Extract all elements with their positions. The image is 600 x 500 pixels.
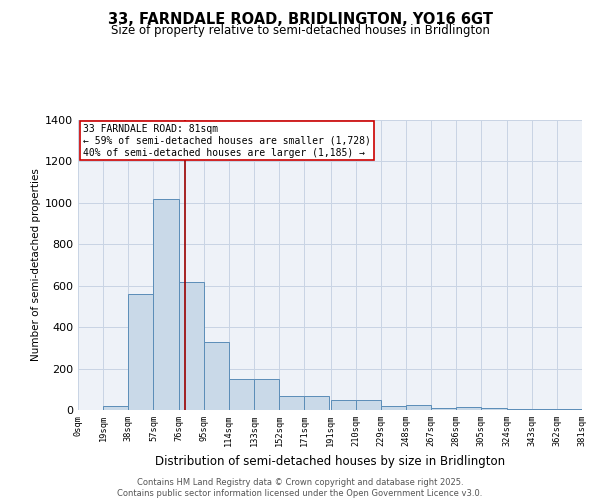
- Bar: [506, 409, 532, 410]
- Bar: [254, 379, 279, 410]
- Bar: [431, 408, 457, 410]
- Y-axis label: Number of semi-detached properties: Number of semi-detached properties: [31, 168, 41, 362]
- Bar: [128, 294, 154, 410]
- Bar: [103, 406, 128, 410]
- Bar: [406, 405, 431, 410]
- Bar: [279, 396, 304, 410]
- Bar: [381, 406, 406, 410]
- Bar: [203, 342, 229, 410]
- Bar: [304, 396, 329, 410]
- Text: 33, FARNDALE ROAD, BRIDLINGTON, YO16 6GT: 33, FARNDALE ROAD, BRIDLINGTON, YO16 6GT: [107, 12, 493, 28]
- Bar: [356, 400, 381, 410]
- Text: Contains HM Land Registry data © Crown copyright and database right 2025.
Contai: Contains HM Land Registry data © Crown c…: [118, 478, 482, 498]
- X-axis label: Distribution of semi-detached houses by size in Bridlington: Distribution of semi-detached houses by …: [155, 454, 505, 468]
- Bar: [331, 400, 356, 410]
- Bar: [229, 379, 254, 410]
- Bar: [179, 282, 203, 410]
- Bar: [457, 407, 481, 410]
- Bar: [532, 409, 557, 410]
- Text: Size of property relative to semi-detached houses in Bridlington: Size of property relative to semi-detach…: [110, 24, 490, 37]
- Text: 33 FARNDALE ROAD: 81sqm
← 59% of semi-detached houses are smaller (1,728)
40% of: 33 FARNDALE ROAD: 81sqm ← 59% of semi-de…: [83, 124, 371, 158]
- Bar: [481, 408, 506, 410]
- Bar: [557, 409, 582, 410]
- Bar: [154, 198, 179, 410]
